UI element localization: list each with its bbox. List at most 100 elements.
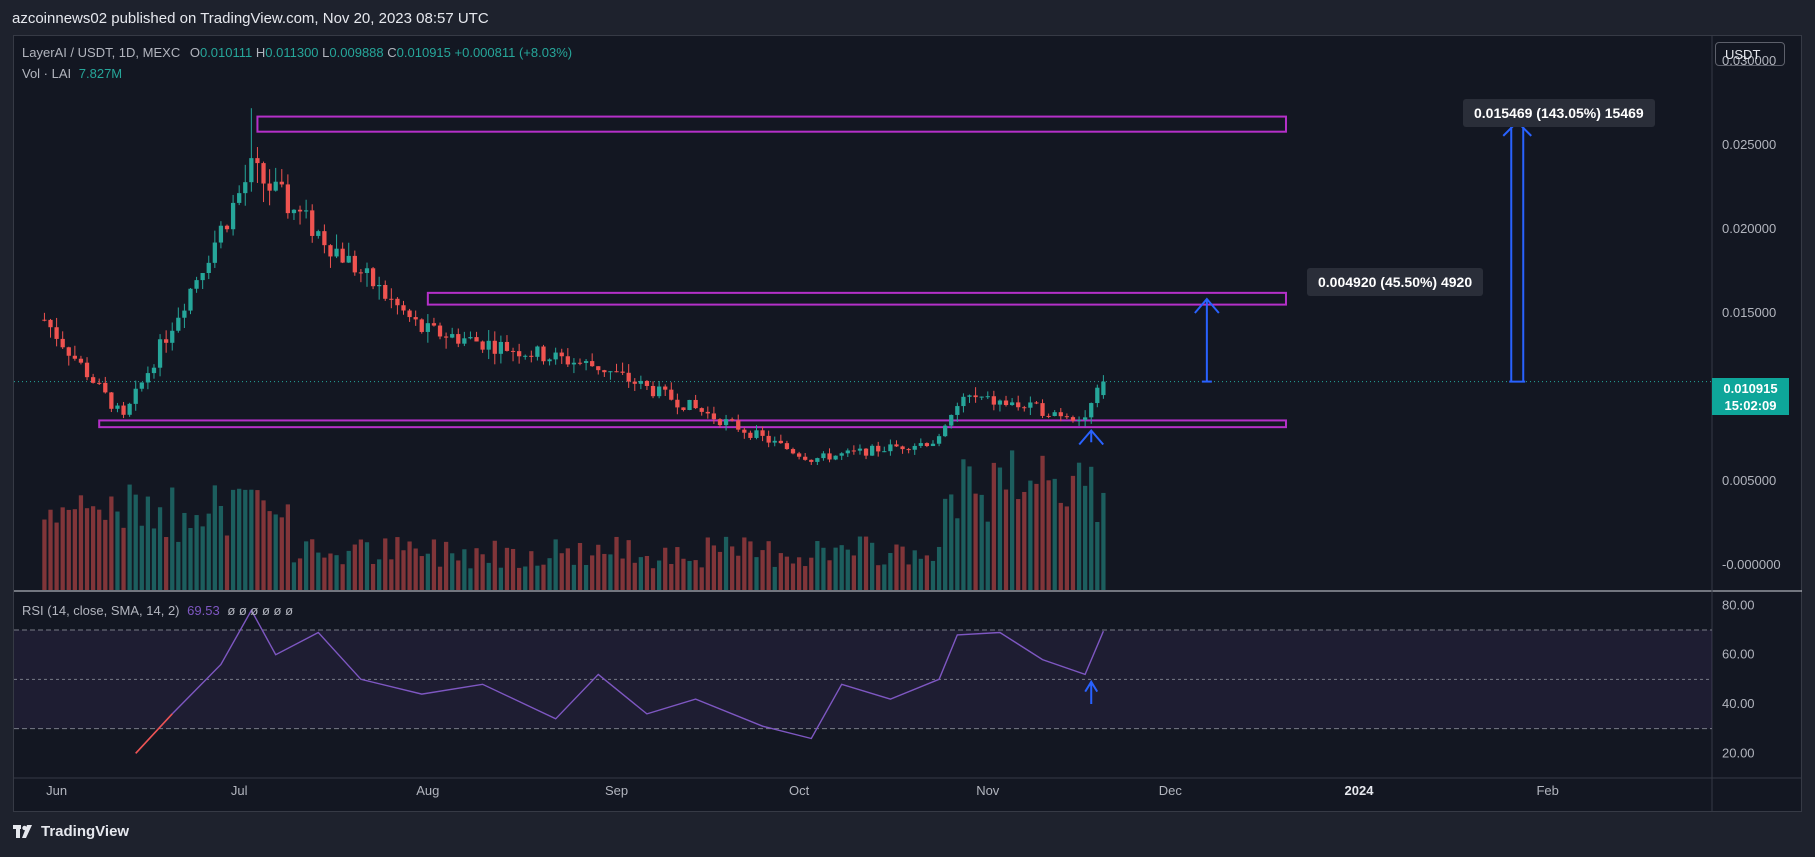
candle-body-52 xyxy=(358,272,364,274)
candle-body-78 xyxy=(517,351,522,357)
candle-body-96 xyxy=(626,372,631,382)
candle-body-124 xyxy=(796,453,802,457)
volume-bar-7 xyxy=(84,508,90,590)
volume-bar-57 xyxy=(389,559,394,590)
candle-body-67 xyxy=(450,334,455,338)
candle-body-160 xyxy=(1016,402,1021,408)
resistance-support-zones xyxy=(98,115,1287,429)
time-label-2: Aug xyxy=(416,783,439,798)
candle-body-69 xyxy=(462,338,467,344)
volume-bar-133 xyxy=(851,555,857,590)
volume-bar-143 xyxy=(912,550,917,590)
price-tick-5: -0.000000 xyxy=(1722,557,1781,572)
time-label-5: Nov xyxy=(976,783,1000,798)
publisher-line: azcoinnews02 published on TradingView.co… xyxy=(12,10,489,27)
volume-bar-161 xyxy=(1022,491,1027,590)
volume-bar-172 xyxy=(1089,466,1094,590)
volume-bar-98 xyxy=(638,557,643,590)
volume-bar-55 xyxy=(377,559,382,590)
volume-bar-120 xyxy=(772,566,777,590)
volume-bar-60 xyxy=(407,541,412,590)
candle-body-77 xyxy=(510,350,516,352)
volume-bar-85 xyxy=(559,553,564,590)
volume-bar-95 xyxy=(620,558,625,590)
rsi-oversold-segment xyxy=(135,713,173,754)
volume-bar-139 xyxy=(888,553,893,590)
candle-body-165 xyxy=(1046,415,1051,417)
candle-body-24 xyxy=(188,288,193,311)
tradingview-brand: TradingView xyxy=(41,823,130,840)
rsi-tick-1: 60.00 xyxy=(1722,647,1755,662)
candle-body-163 xyxy=(1034,402,1039,404)
grid-lines xyxy=(14,36,1802,811)
chart-frame[interactable] xyxy=(13,35,1802,812)
volume-bar-137 xyxy=(876,565,881,590)
candle-body-63 xyxy=(425,323,430,332)
candle-body-84 xyxy=(553,352,558,360)
candle-body-157 xyxy=(997,400,1003,405)
target-2-callout[interactable]: 0.015469 (143.05%) 15469 xyxy=(1463,99,1655,127)
candle-body-23 xyxy=(182,310,187,318)
volume-bar-37 xyxy=(267,511,272,590)
candle-body-173 xyxy=(1095,387,1100,404)
volume-bar-174 xyxy=(1101,492,1106,590)
volume-bar-12 xyxy=(115,511,120,590)
tradingview-logo[interactable]: TradingView xyxy=(13,823,129,840)
volume-bar-131 xyxy=(839,545,844,590)
volume-bar-64 xyxy=(431,539,437,590)
candle-body-33 xyxy=(243,182,248,194)
candle-body-93 xyxy=(608,371,613,373)
volume-bar-156 xyxy=(991,462,996,590)
rsi-tick-3: 20.00 xyxy=(1722,745,1755,760)
volume-bar-1 xyxy=(48,509,53,590)
volume-bar-171 xyxy=(1083,485,1088,590)
candle-body-30 xyxy=(224,225,230,230)
candle-body-155 xyxy=(985,396,990,398)
rsi-tick-0: 80.00 xyxy=(1722,597,1755,612)
candle-body-32 xyxy=(237,193,242,203)
volume-bar-166 xyxy=(1052,478,1057,590)
volume-bar-58 xyxy=(395,537,400,590)
volume-bar-77 xyxy=(510,548,516,590)
volume-bar-144 xyxy=(918,558,923,590)
candle-body-102 xyxy=(663,386,668,390)
currency-button[interactable]: USDT xyxy=(1715,42,1785,66)
time-label-1: Jul xyxy=(231,783,248,798)
candle-body-95 xyxy=(620,371,625,373)
candle-body-1 xyxy=(48,319,53,328)
candle-body-3 xyxy=(60,338,65,348)
candle-body-150 xyxy=(955,406,960,415)
volume-legend: Vol · LAI 7.827M xyxy=(22,66,122,81)
target-1-callout[interactable]: 0.004920 (45.50%) 4920 xyxy=(1307,268,1484,296)
candle-body-48 xyxy=(334,248,339,257)
candle-body-62 xyxy=(419,319,424,332)
volume-bar-76 xyxy=(504,547,510,590)
volume-bar-82 xyxy=(541,564,546,590)
volume-bar-107 xyxy=(693,560,698,590)
candle-body-126 xyxy=(809,459,814,462)
candle-body-0 xyxy=(42,319,47,321)
candle-body-130 xyxy=(833,455,838,460)
volume-bar-125 xyxy=(803,566,808,590)
volume-bar-51 xyxy=(352,544,357,590)
candle-body-80 xyxy=(529,355,534,357)
candle-body-66 xyxy=(443,336,449,338)
volume-bar-52 xyxy=(358,539,364,590)
candle-body-9 xyxy=(97,382,102,384)
volume-bar-32 xyxy=(237,488,242,590)
volume-bar-106 xyxy=(687,560,692,590)
volume-bar-108 xyxy=(699,567,704,590)
volume-bar-10 xyxy=(103,519,108,590)
volume-bar-9 xyxy=(97,509,102,590)
volume-bar-24 xyxy=(188,528,193,590)
volume-bar-34 xyxy=(249,489,254,590)
candle-body-159 xyxy=(1009,402,1015,406)
candle-body-61 xyxy=(413,317,418,320)
volume-bar-102 xyxy=(663,547,668,590)
candle-body-154 xyxy=(979,396,984,398)
zone-2 xyxy=(98,419,1287,429)
candle-body-145 xyxy=(924,443,930,447)
rsi-bounce-arrow xyxy=(1084,679,1099,704)
candle-body-156 xyxy=(991,396,996,405)
